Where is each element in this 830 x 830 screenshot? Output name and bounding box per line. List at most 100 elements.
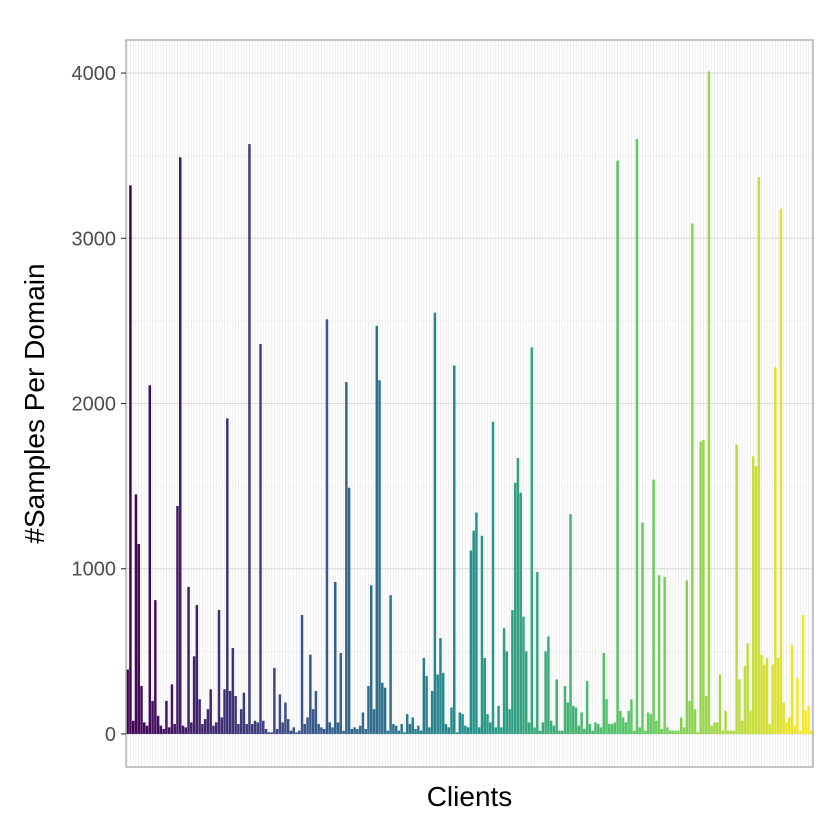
bar: [666, 727, 669, 734]
bar: [729, 730, 733, 734]
bar: [538, 730, 542, 734]
bar: [599, 727, 603, 734]
bar: [608, 724, 611, 734]
bar: [740, 720, 744, 734]
bar: [253, 720, 257, 734]
bar: [563, 686, 567, 734]
bar: [721, 730, 725, 734]
bar: [524, 651, 528, 734]
bar: [198, 699, 201, 734]
bar: [602, 652, 605, 734]
bar: [190, 722, 193, 734]
bar: [334, 581, 337, 734]
bar: [347, 487, 351, 734]
bar: [560, 730, 564, 734]
bar: [245, 724, 248, 734]
bar: [400, 724, 403, 734]
bar: [610, 724, 614, 734]
bar: [250, 724, 254, 734]
bar: [594, 722, 597, 734]
y-axis-ticks: [121, 72, 126, 735]
bar: [375, 325, 379, 734]
bar: [652, 479, 655, 734]
bar: [718, 674, 722, 734]
bar: [660, 728, 664, 734]
bar: [131, 720, 135, 734]
bar: [292, 727, 295, 734]
bar: [350, 728, 354, 734]
bar: [785, 722, 788, 734]
y-axis-tick-labels: 0 1000 2000 3000 4000: [72, 63, 117, 746]
bar: [591, 730, 594, 734]
bar: [500, 727, 503, 734]
bar: [381, 682, 384, 734]
bar: [588, 724, 592, 734]
bar: [776, 657, 780, 734]
bar: [804, 710, 808, 734]
bar: [699, 441, 702, 734]
bar: [663, 576, 666, 734]
bar: [497, 705, 500, 734]
bar: [782, 702, 785, 734]
bar: [325, 319, 329, 734]
bar: [596, 724, 600, 734]
bar: [137, 543, 140, 734]
bar: [519, 492, 522, 734]
bar: [552, 725, 556, 734]
bar: [364, 728, 367, 734]
bar: [713, 722, 716, 734]
bar: [657, 575, 661, 734]
bar: [237, 724, 240, 734]
bar: [508, 709, 511, 734]
bar: [489, 722, 492, 734]
bar: [469, 550, 473, 734]
bar: [605, 699, 608, 734]
bar: [569, 514, 572, 734]
bar: [405, 714, 409, 734]
bar: [226, 418, 229, 734]
bar: [632, 730, 636, 734]
bar: [414, 728, 417, 734]
bar: [320, 727, 323, 734]
bar: [558, 730, 561, 734]
bar: [577, 725, 581, 734]
bar: [547, 636, 550, 734]
bar: [516, 458, 520, 734]
bar: [511, 610, 514, 734]
bar: [358, 725, 362, 734]
bar: [630, 699, 633, 734]
bar: [156, 715, 160, 734]
bar: [300, 614, 304, 734]
bar: [480, 535, 484, 734]
bar: [649, 714, 653, 734]
bar: [710, 725, 713, 734]
bar: [458, 712, 462, 734]
bar: [295, 732, 298, 734]
bar: [502, 628, 506, 734]
bar: [372, 709, 376, 734]
bar: [228, 690, 232, 734]
bar: [688, 700, 691, 734]
bar: [145, 725, 149, 734]
bar: [361, 712, 365, 734]
bar: [749, 710, 752, 734]
bar: [732, 730, 736, 734]
bar: [566, 702, 570, 734]
bar: [248, 144, 251, 734]
y-axis-title: #Samples Per Domain: [19, 263, 50, 543]
bar: [345, 382, 348, 734]
bar: [206, 709, 210, 734]
bar: [447, 727, 450, 734]
bar: [167, 727, 171, 734]
bar: [674, 730, 677, 734]
bar: [616, 160, 619, 734]
bar: [466, 727, 470, 734]
bar: [555, 679, 558, 734]
bar: [411, 717, 415, 734]
bar: [281, 722, 284, 734]
bar: [148, 385, 152, 734]
bar: [671, 730, 675, 734]
bar: [668, 730, 672, 734]
bar: [754, 466, 758, 734]
